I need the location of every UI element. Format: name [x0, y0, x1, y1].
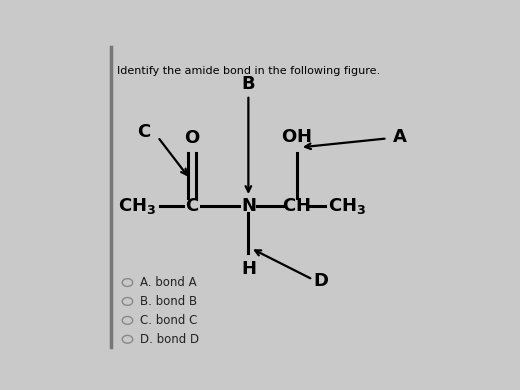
Text: $\mathbf{H}$: $\mathbf{H}$: [241, 260, 256, 278]
Text: $\mathbf{D}$: $\mathbf{D}$: [313, 272, 329, 290]
Text: $\mathbf{B}$: $\mathbf{B}$: [241, 75, 255, 93]
Text: $\mathbf{CH_3}$: $\mathbf{CH_3}$: [119, 196, 157, 216]
Text: $\mathbf{CH}$: $\mathbf{CH}$: [282, 197, 311, 215]
Text: Identify the amide bond in the following figure.: Identify the amide bond in the following…: [118, 66, 381, 76]
Text: A. bond A: A. bond A: [139, 276, 196, 289]
Text: $\mathbf{OH}$: $\mathbf{OH}$: [281, 128, 312, 146]
Text: $\mathbf{O}$: $\mathbf{O}$: [184, 129, 200, 147]
Text: $\mathbf{N}$: $\mathbf{N}$: [241, 197, 256, 215]
Text: $\mathbf{CH_3}$: $\mathbf{CH_3}$: [328, 196, 366, 216]
Text: $\mathbf{C}$: $\mathbf{C}$: [137, 123, 151, 142]
Text: B. bond B: B. bond B: [139, 295, 197, 308]
Text: C. bond C: C. bond C: [139, 314, 197, 327]
Text: D. bond D: D. bond D: [139, 333, 199, 346]
Text: $\mathbf{A}$: $\mathbf{A}$: [392, 128, 407, 146]
Text: $\mathbf{C}$: $\mathbf{C}$: [185, 197, 199, 215]
